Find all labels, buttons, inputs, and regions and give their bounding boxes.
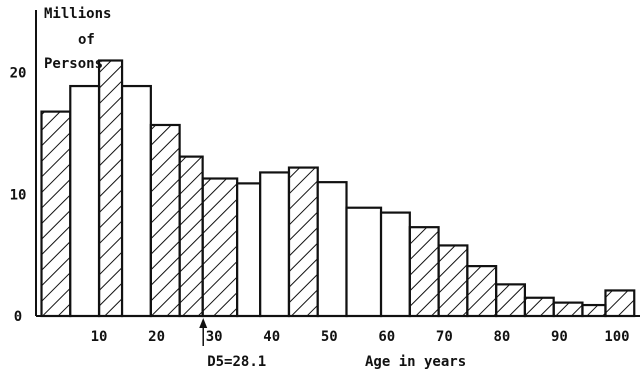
histogram-bar-fill bbox=[149, 123, 181, 318]
histogram-bar-fill bbox=[178, 155, 204, 318]
histogram-bar-fill bbox=[437, 244, 469, 318]
histogram-bar-fill bbox=[69, 84, 101, 318]
median-label: D5=28.1 bbox=[207, 354, 266, 370]
histogram-bar-fill bbox=[379, 211, 411, 318]
histogram-bar-fill bbox=[201, 177, 239, 318]
x-tick-label: 80 bbox=[493, 329, 510, 345]
histogram-bar bbox=[379, 211, 411, 318]
histogram-bar bbox=[523, 296, 555, 318]
histogram-bar-fill bbox=[466, 265, 498, 318]
median-arrow-icon bbox=[199, 318, 208, 328]
histogram-bar bbox=[236, 182, 262, 318]
y-axis-label-line1: Millions bbox=[44, 6, 111, 22]
x-tick-label: 20 bbox=[148, 329, 165, 345]
y-axis-label-line3: Persons bbox=[44, 56, 103, 72]
histogram-bar bbox=[316, 181, 348, 318]
histogram-bar bbox=[201, 177, 239, 318]
histogram-bar-fill bbox=[259, 171, 291, 318]
histogram-bar bbox=[408, 226, 440, 318]
histogram-bar-fill bbox=[120, 84, 152, 318]
histogram-bar bbox=[552, 301, 584, 318]
histogram-bar bbox=[259, 171, 291, 318]
bars-layer bbox=[40, 59, 636, 318]
histogram-bar-fill bbox=[604, 289, 636, 318]
histogram-bar bbox=[437, 244, 469, 318]
histogram-bar bbox=[495, 283, 527, 318]
x-tick-label: 60 bbox=[378, 329, 395, 345]
histogram-bar bbox=[287, 166, 319, 318]
histogram-bar bbox=[178, 155, 204, 318]
histogram-bar-fill bbox=[236, 182, 262, 318]
histogram-bar bbox=[69, 84, 101, 318]
ticks-layer: 10 20 30 40 50 60 70 80 90 100 0 10 20 bbox=[10, 66, 630, 345]
histogram-bar-fill bbox=[97, 59, 124, 318]
histogram-bar bbox=[604, 289, 636, 318]
x-tick-label: 10 bbox=[91, 329, 108, 345]
histogram-bar-fill bbox=[287, 166, 319, 318]
histogram-bar bbox=[40, 110, 72, 318]
y-axis-label-line2: of bbox=[78, 32, 95, 48]
axes-layer bbox=[35, 10, 640, 317]
x-tick-label: 50 bbox=[321, 329, 338, 345]
x-tick-label: 90 bbox=[551, 329, 568, 345]
histogram-bar bbox=[149, 123, 181, 318]
histogram-bar bbox=[97, 59, 124, 318]
histogram-bar bbox=[345, 206, 383, 318]
histogram-bar-fill bbox=[345, 206, 383, 318]
y-tick-label: 20 bbox=[10, 66, 27, 82]
x-tick-label: 70 bbox=[436, 329, 453, 345]
median-marker: D5=28.1 bbox=[199, 318, 266, 370]
histogram-bar-fill bbox=[581, 303, 607, 318]
histogram-bar bbox=[466, 265, 498, 318]
y-tick-label: 10 bbox=[10, 187, 27, 203]
histogram-bar-fill bbox=[495, 283, 527, 318]
histogram-bar-fill bbox=[552, 301, 584, 318]
x-axis-label: Age in years bbox=[365, 354, 466, 370]
x-tick-label: 40 bbox=[263, 329, 280, 345]
y-tick-label: 0 bbox=[14, 309, 22, 325]
histogram-bar-fill bbox=[523, 296, 555, 318]
x-tick-label: 30 bbox=[206, 329, 223, 345]
histogram-bar-fill bbox=[316, 181, 348, 318]
histogram-bar-fill bbox=[408, 226, 440, 318]
histogram-bar-fill bbox=[40, 110, 72, 318]
histogram-bar bbox=[120, 84, 152, 318]
x-tick-label: 100 bbox=[604, 329, 629, 345]
histogram-bar bbox=[581, 303, 607, 318]
